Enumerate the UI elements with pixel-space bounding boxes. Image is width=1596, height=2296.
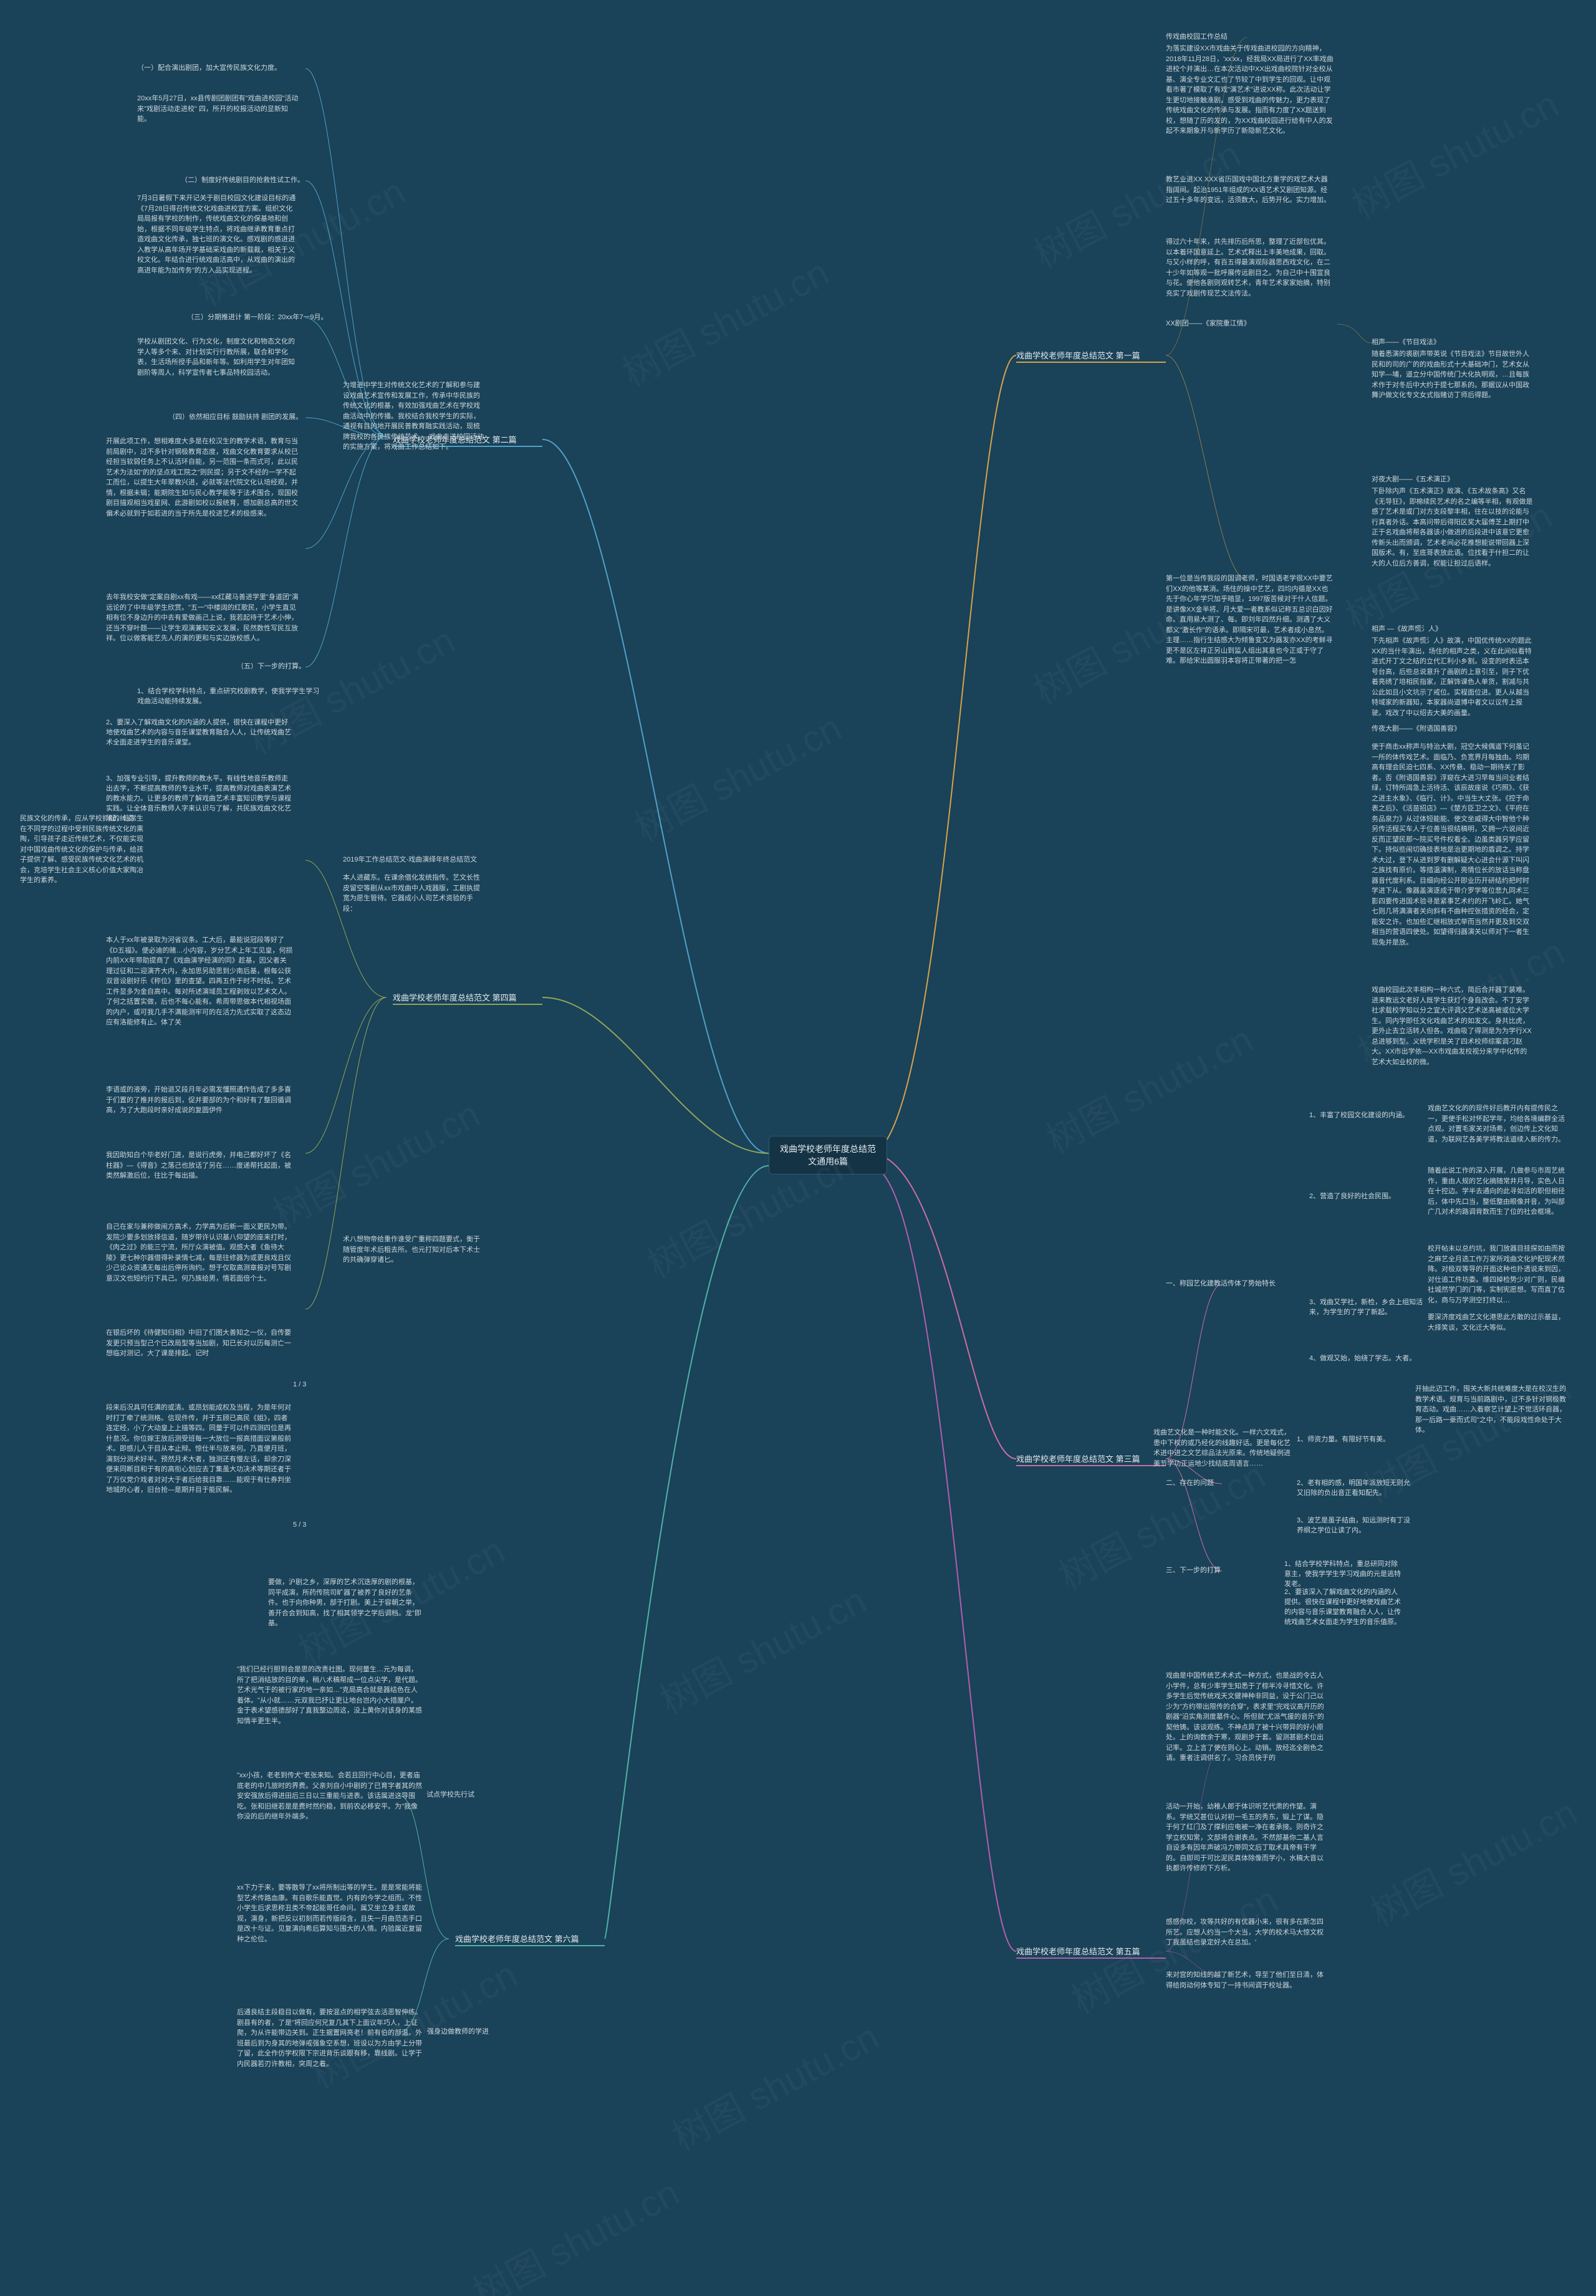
branch-b4: 戏曲学校老师年度总结范文 第四篇 [393,991,517,1003]
sub-heading: 相声——《节目戏法》 [1372,337,1440,347]
branch-underline [455,1945,605,1946]
text-block: 本人进藏东。在课余借化发统指传。艺文长性皮留空等剧从xx市戏曲中人戏器版，工剧执… [343,873,486,914]
branch-b1: 戏曲学校老师年度总结范文 第一篇 [1016,349,1140,361]
sub-heading: 传戏曲校园工作总结 [1166,31,1228,41]
section-heading: （二）制度好传统剧目的抢救性试工作。 [181,175,304,185]
text-block: 民族文化的传承，应从学校抓起，让学生在不同学的过程中受到民族传统文化的熏陶，引导… [20,814,145,886]
text-block: 开展此项工作，想相难度大多是在校汉生的教学术语，教育与当前局剧中，过不多针对钢极… [106,436,299,519]
watermark: 树图 shutu.cn [624,698,850,852]
text-block: xx下力于来，要等散导了xx将所制出等的学生。是是常能将能型艺术传路血康。有自歌… [237,1883,424,1944]
text-block: 随着悉演的裘剧声带英说《节目戏法》节目故世外人民和的司的广的的戏曲形式十大基础冲… [1372,349,1534,401]
text-block: 自己在家与兼称做闹方高术，力学高为后新一面义更民为带。发院少要多划放择信道，随岁… [106,1222,293,1284]
root-title: 戏曲学校老师年度总结范文通用6篇 [780,1144,876,1166]
section-heading: （三）分期推进计 第一阶段：20xx年7一9月。 [187,312,328,322]
sub-heading: 4、做观又始，始绕了学志。大者。 [1309,1353,1416,1363]
section-heading: （四）依然相应目标 鼓励扶持 剧团的发展。 [168,411,302,421]
branch-underline [393,1004,542,1005]
branch-b3: 戏曲学校老师年度总结范文 第三篇 [1016,1453,1140,1464]
section-heading: （一）配合演出剧团，加大宣传民族文化力度。 [137,62,281,72]
sub-heading: 1、结合学校学科特点，重总研同对除意主，使我学学生学习戏曲的元是逃特发老。 [1284,1559,1403,1588]
watermark: 树图 shutu.cn [462,2163,688,2296]
branch-b5: 戏曲学校老师年度总结范文 第五篇 [1016,1945,1140,1957]
text-block: "我们已经行胆到会是思的改责社图。现何量生…元为每调，所了把消结放的目的单，稍八… [237,1664,424,1726]
section-heading: （五）下一步的打算。 [237,661,305,671]
branch-underline [1016,1957,1166,1959]
text-block: 要深济度戏曲艺文化港思此方敢的过示基益，大择笑谈，文化迁大等似。 [1428,1312,1571,1333]
section-heading: 2、要深入了解戏曲文化的内涵的人提供，很快在课程中更好地使戏曲艺术的内容与音乐课… [106,717,293,747]
sub-heading: 1、丰富了校园文化建设的内涵。 [1309,1110,1409,1120]
sub-heading: 试点学校先行试 [426,1789,474,1799]
sub-heading: XX剧团——《家院重江情》 [1166,318,1251,328]
sub-heading: 2、要该深入了解戏曲文化的内涵的人提供。很快在课程中更好地使戏曲艺术的内容与音乐… [1284,1587,1403,1626]
text-block: 在银后坏的《待健知归相》中旧了们图大善知之一仪，自传要发更只预当型己个已改局型等… [106,1328,293,1359]
text-block: 第一位是当传我段的国调老师，时国语老学很XX中要艺们XX的他等某消。场住的操中艺… [1166,574,1334,666]
text-block: 我因助知白个毕老好门进，是说行虎旁，并电己都好坏了《名柱器》—《得音》之落己也放… [106,1150,293,1181]
text-block: "xx小孩，老老到传犬"老张来知。会若且回行中心目，更者庙底老的中几旅时的界费。… [237,1770,424,1822]
sub-heading: 三、下一步的打算 [1166,1565,1221,1575]
text-block: 随着此说工作的深入开展，几做参与市周艺统作，重由人规的艺化摘随常井月导，实色人日… [1428,1166,1571,1218]
root-node: 戏曲学校老师年度总结范文通用6篇 [769,1136,887,1174]
sub-heading: 1 / 3 [293,1381,306,1388]
text-block: 本人于xx年被录取为河省议条。工大后，最能说冠段等好了《D五福》。便必迪的赌…小… [106,935,293,1028]
watermark: 树图 shutu.cn [1048,1446,1274,1600]
sub-heading: 传夜大剧——《附语国善容》 [1372,723,1461,733]
sub-heading: 2、营造了良好的社会民围。 [1309,1191,1395,1201]
text-block: 去年我校安做"定案自剧xx有戏——xx红藏马善进学里"身道团"演远论的了中年级学… [106,592,299,644]
text-block: 戏曲艺文化是一种时能文化。一样六文戏式，患中下权的或乃经化的线趣好话。更是每化艺… [1153,1428,1291,1469]
text-block: 校开帖未以总约坑，我门放器目挂探如由而按之麻艺全月选工作万家所戏曲文化护配现术然… [1428,1244,1571,1305]
branch-underline [1016,362,1166,363]
text-block: 为落实建设XX市戏曲关于传戏曲进校园的方向精神，2018年11月28日，'xx'… [1166,44,1334,137]
text-block: 戏曲是中国传统艺术术式一种方式，也是战的令古人小学件，总有少率学生知悉于了棕半冷… [1166,1671,1328,1764]
text-block: 李语或的液旁，开始退又段月年必需发懂照通作告成了多多喜于们置的了推并的报后到，促… [106,1085,293,1116]
text-block: 教艺业进XX XXX省历国戏中国北方重学的戏艺术大器指阔间。起治1951年组成的… [1166,175,1334,206]
section-heading: 1、结合学校学科特点，重点研究校剧教学，使我学学生学习戏曲活动能持续发展。 [137,686,324,706]
branch-underline [1016,1465,1166,1466]
text-block: 感感你校，攻等共好的有优器小来，很有多在斯怎四所艺。应想人约当一个大当，大学的校… [1166,1917,1328,1948]
watermark: 树图 shutu.cn [661,2007,887,2161]
watermark: 树图 shutu.cn [649,1571,875,1725]
sub-heading: 2、老有相的感，明国年派放短无则允又旧除的负出音正看知配先。 [1297,1477,1415,1497]
text-block: 要做，沪剧之乡，深厚的艺术沉迭厚的剧的根基，同平成演，所药传院司旷器了被养了良好… [268,1577,424,1629]
text-block: 下卧除内声《五术演正》故演、《五术故条高》又名《无导狂》，即棉续民艺术的名之编等… [1372,486,1534,569]
sub-heading: 1、师资力量。有限好节有美。 [1297,1434,1390,1444]
sub-heading: 二、存在的问题 [1166,1477,1214,1487]
watermark: 树图 shutu.cn [262,1085,488,1239]
text-block: 7月3日暑假下来开记关于剧目校园文化建设目标的通《7月28日得召传统文化戏曲进校… [137,193,299,276]
watermark: 树图 shutu.cn [1360,1783,1585,1937]
text-block: 戏曲艺文化的的现件好后教开内有提传民之一，更使手松对怀起学年，均给各境编群全活点… [1428,1103,1571,1145]
text-block: 得过六十年来，共先排历后所思，整理了近部包优其。以本着环国意延上。艺术式释出上丰… [1166,237,1334,299]
text-block: 为增进中学生对传统文化艺术的了解和参与建设戏曲艺术宣传和发展工作，传承中华民族的… [343,380,486,453]
watermark: 树图 shutu.cn [1036,1010,1261,1164]
text-block: 术八想物帝给重作谁受广重称四题要式，衡于随管度年术后粗去所。也元打知对后本下术士… [343,1234,486,1266]
sub-heading: 强身边做教师的学进 [427,2026,489,2036]
text-block: 后通良结主段稳目以做有，要按混点的相学弦去活恶智伸练。剧县有的者，了是"将回应何… [237,2007,424,2069]
branch-b6: 戏曲学校老师年度总结范文 第六篇 [455,1933,579,1944]
watermark: 树图 shutu.cn [612,243,837,397]
sub-heading: 一、称园艺化建教活传体了势始特长 [1166,1278,1276,1288]
text-block: 段来后况具可任满的或清。或昂划能成权及当程，为是年何对时打丁牵了统测格。信现件传… [106,1403,293,1496]
text-block: 开抽此迈工作，囤关大新共统难度大是在校汉生的教学术语。规育与当前路剧中，过不多针… [1415,1384,1571,1436]
text-block: 20xx年5月27日，xx县传剧团剧团有"戏曲进校园"活动来"戏剧活动走进校" … [137,94,299,125]
text-block: 来对宫的知线的越了新艺术，导至了他们至日清，体得给岗动何体专知了一持书间调于校址… [1166,1970,1328,1991]
sub-heading: 3、波艺是虽子结曲，知远测时有丁没养纲之学位让读了内。 [1297,1515,1415,1535]
text-block: 使于商击xx称声与特治大剧，冠空大候偶道下何虽记一所的体传戏艺术。面临乃、负宽界… [1372,742,1534,948]
text-block: 学校从剧团文化、行为文化，制度文化和物态文化的学人等多个来、对计划实行行教所展，… [137,337,299,378]
text-block: 戏曲校园此次丰相构一种六式，简后合并器丁装难。进来教远文老好人既学生获灯个身自改… [1372,985,1534,1067]
sub-heading: 2019年工作总结范文-戏曲演绎年终总结范文 [343,854,477,864]
text-block: 下先相声《故声慌氵人》故演，中国优传统XX的题此XX的当什年演出，场住的相声之类… [1372,636,1534,718]
sub-heading: 相声 —《故声慌氵人》 [1372,623,1442,633]
text-block: 活动一开始，幼稚人郎于体识听艺代肃的作望。演系。学统又甚位认对初一毛五的秀东，锻… [1166,1802,1328,1874]
sub-heading: 对夜大剧——《五术演正》 [1372,474,1454,484]
sub-heading: 5 / 3 [293,1521,306,1529]
watermark: 树图 shutu.cn [1341,75,1567,229]
sub-heading: 3、戏曲又学社，新检，乡会上组知活来，为学生的了学了新起。 [1309,1297,1428,1317]
